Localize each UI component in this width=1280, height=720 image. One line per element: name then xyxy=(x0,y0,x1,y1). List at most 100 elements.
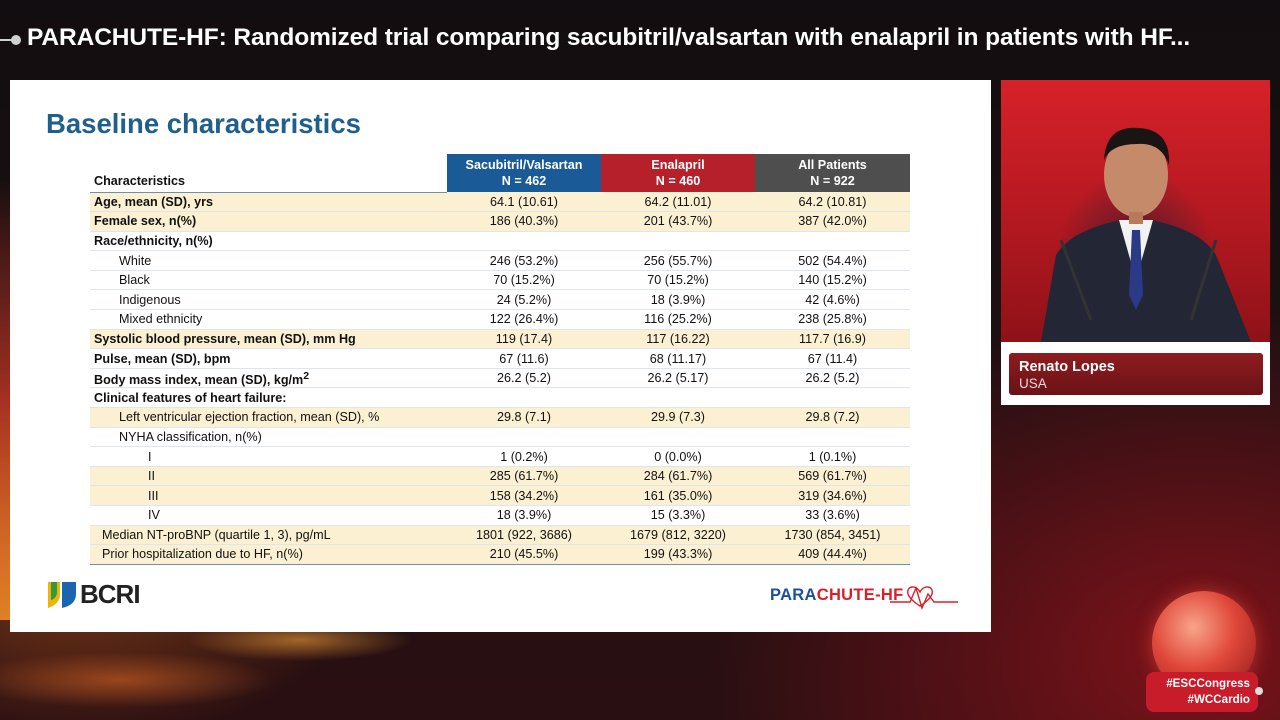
slide-title: Baseline characteristics xyxy=(46,108,361,139)
cell-enalapril: 284 (61.7%) xyxy=(601,466,755,487)
cell-all: 238 (25.8%) xyxy=(755,309,910,330)
cell-enalapril: 117 (16.22) xyxy=(601,329,755,350)
speaker-name-plate: Renato Lopes USA xyxy=(1009,353,1263,395)
table-row: Female sex, n(%) 186 (40.3%) 201 (43.7%)… xyxy=(90,211,910,232)
table-row: Age, mean (SD), yrs 64.1 (10.61) 64.2 (1… xyxy=(90,192,910,213)
cell-enalapril: 116 (25.2%) xyxy=(601,309,755,330)
cell-sacubitril xyxy=(447,231,601,252)
row-label: Prior hospitalization due to HF, n(%) xyxy=(90,544,447,565)
cell-enalapril xyxy=(601,231,755,252)
parachute-hf-logo: PARACHUTE-HF xyxy=(770,578,960,612)
table-row: I 1 (0.2%) 0 (0.0%) 1 (0.1%) xyxy=(90,446,910,467)
hashtag-esc: #ESCCongress xyxy=(1166,677,1250,690)
cell-all: 387 (42.0%) xyxy=(755,211,910,232)
hashtag-wc: #WCCardio xyxy=(1187,693,1250,706)
cell-enalapril: 26.2 (5.17) xyxy=(601,368,755,389)
row-label: IV xyxy=(90,505,447,526)
cell-sacubitril: 24 (5.2%) xyxy=(447,289,601,311)
row-label: NYHA classification, n(%) xyxy=(90,427,447,448)
column-header-enalapril: Enalapril N = 460 xyxy=(601,154,755,192)
baseline-table: Characteristics Sacubitril/Valsartan N =… xyxy=(90,154,910,565)
cell-sacubitril: 26.2 (5.2) xyxy=(447,368,601,389)
decorative-streak-left xyxy=(0,180,12,620)
table-row: Pulse, mean (SD), bpm 67 (11.6) 68 (11.1… xyxy=(90,348,910,369)
cell-sacubitril: 122 (26.4%) xyxy=(447,309,601,330)
presentation-slide: Baseline characteristics Characteristics… xyxy=(10,80,991,632)
cell-enalapril xyxy=(601,387,755,409)
table-row: NYHA classification, n(%) xyxy=(90,427,910,448)
cell-sacubitril: 1801 (922, 3686) xyxy=(447,525,601,546)
indicator-dot xyxy=(1255,687,1263,695)
row-label: Clinical features of heart failure: xyxy=(90,387,447,409)
cell-all xyxy=(755,231,910,252)
cell-all: 67 (11.4) xyxy=(755,348,910,369)
cell-all: 42 (4.6%) xyxy=(755,289,910,311)
cell-sacubitril: 29.8 (7.1) xyxy=(447,407,601,428)
cell-all: 1 (0.1%) xyxy=(755,446,910,467)
cell-enalapril: 0 (0.0%) xyxy=(601,446,755,467)
bcri-shield-icon xyxy=(48,582,76,608)
group-n: N = 462 xyxy=(501,174,547,188)
cell-sacubitril: 64.1 (10.61) xyxy=(447,192,601,213)
cell-enalapril xyxy=(601,427,755,448)
cell-sacubitril: 67 (11.6) xyxy=(447,348,601,369)
logo-text-para: PARA xyxy=(770,586,817,604)
table-row: Median NT-proBNP (quartile 1, 3), pg/mL … xyxy=(90,525,910,546)
column-header-all-patients: All Patients N = 922 xyxy=(755,154,910,192)
cell-all: 33 (3.6%) xyxy=(755,505,910,526)
speaker-lower-third: Renato Lopes USA xyxy=(1001,342,1270,405)
table-row: Black 70 (15.2%) 70 (15.2%) 140 (15.2%) xyxy=(90,270,910,291)
column-header-sacubitril: Sacubitril/Valsartan N = 462 xyxy=(447,154,601,192)
cell-enalapril: 70 (15.2%) xyxy=(601,270,755,291)
cell-enalapril: 199 (43.3%) xyxy=(601,544,755,565)
table-row: Prior hospitalization due to HF, n(%) 21… xyxy=(90,544,910,565)
cell-enalapril: 29.9 (7.3) xyxy=(601,407,755,428)
table-row: Indigenous 24 (5.2%) 18 (3.9%) 42 (4.6%) xyxy=(90,289,910,311)
bcri-logo-text: BCRI xyxy=(80,578,141,609)
group-name: All Patients xyxy=(798,158,867,172)
row-label: Body mass index, mean (SD), kg/m2 xyxy=(90,368,447,389)
table-row: White 246 (53.2%) 256 (55.7%) 502 (54.4%… xyxy=(90,250,910,271)
cell-all: 1730 (854, 3451) xyxy=(755,525,910,546)
row-label-superscript: 2 xyxy=(303,369,310,382)
table-row: Race/ethnicity, n(%) xyxy=(90,231,910,252)
cell-sacubitril: 158 (34.2%) xyxy=(447,485,601,506)
table-row: IV 18 (3.9%) 15 (3.3%) 33 (3.6%) xyxy=(90,505,910,526)
table-row: Systolic blood pressure, mean (SD), mm H… xyxy=(90,329,910,350)
title-bar: PARACHUTE-HF: Randomized trial comparing… xyxy=(0,0,1280,80)
cell-all: 26.2 (5.2) xyxy=(755,368,910,389)
cell-sacubitril: 70 (15.2%) xyxy=(447,270,601,291)
table-row: Clinical features of heart failure: xyxy=(90,387,910,409)
cell-all: 64.2 (10.81) xyxy=(755,192,910,213)
cell-enalapril: 161 (35.0%) xyxy=(601,485,755,506)
row-label: Pulse, mean (SD), bpm xyxy=(90,348,447,369)
cell-sacubitril: 1 (0.2%) xyxy=(447,446,601,467)
row-label-text: Body mass index, mean (SD), kg/m xyxy=(94,372,304,387)
row-label: Age, mean (SD), yrs xyxy=(90,192,447,213)
cell-enalapril: 15 (3.3%) xyxy=(601,505,755,526)
cell-enalapril: 68 (11.17) xyxy=(601,348,755,369)
cell-all: 502 (54.4%) xyxy=(755,250,910,271)
cell-sacubitril xyxy=(447,387,601,409)
speaker-silhouette-icon xyxy=(1041,127,1251,342)
table-row: Body mass index, mean (SD), kg/m2 26.2 (… xyxy=(90,368,910,389)
row-label: Median NT-proBNP (quartile 1, 3), pg/mL xyxy=(90,525,447,546)
cell-all xyxy=(755,427,910,448)
cell-all: 140 (15.2%) xyxy=(755,270,910,291)
row-label: White xyxy=(90,250,447,271)
cell-all: 409 (44.4%) xyxy=(755,544,910,565)
row-label: Systolic blood pressure, mean (SD), mm H… xyxy=(90,329,447,350)
bcri-logo: BCRI xyxy=(46,577,141,611)
table-row: Left ventricular ejection fraction, mean… xyxy=(90,407,910,428)
cell-sacubitril: 285 (61.7%) xyxy=(447,466,601,487)
cell-enalapril: 256 (55.7%) xyxy=(601,250,755,271)
cell-enalapril: 201 (43.7%) xyxy=(601,211,755,232)
cell-all: 29.8 (7.2) xyxy=(755,407,910,428)
logo-text-chute: CHUTE xyxy=(816,586,876,604)
cell-sacubitril: 246 (53.2%) xyxy=(447,250,601,271)
cell-all: 569 (61.7%) xyxy=(755,466,910,487)
table-row: II 285 (61.7%) 284 (61.7%) 569 (61.7%) xyxy=(90,466,910,487)
title-bar-dot xyxy=(11,35,21,45)
row-label: I xyxy=(90,446,447,467)
parachute-hf-logo-text: PARACHUTE-HF xyxy=(770,586,903,605)
